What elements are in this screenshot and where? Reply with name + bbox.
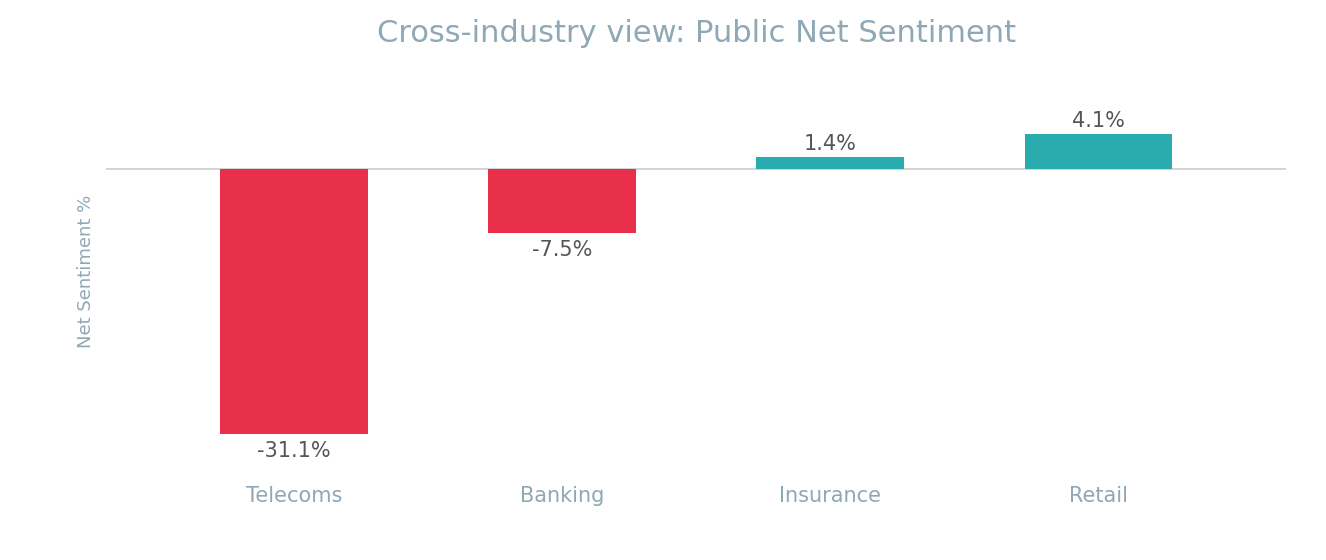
Y-axis label: Net Sentiment %: Net Sentiment % bbox=[77, 195, 95, 348]
Bar bbox=[757, 157, 904, 169]
Bar bbox=[1025, 134, 1172, 169]
Title: Cross-industry view: Public Net Sentiment: Cross-industry view: Public Net Sentimen… bbox=[377, 19, 1016, 48]
Text: -31.1%: -31.1% bbox=[257, 441, 330, 461]
Text: 4.1%: 4.1% bbox=[1071, 111, 1124, 131]
Bar bbox=[488, 169, 635, 234]
Bar bbox=[220, 169, 367, 434]
Text: 1.4%: 1.4% bbox=[804, 134, 857, 154]
Text: -7.5%: -7.5% bbox=[532, 240, 593, 260]
